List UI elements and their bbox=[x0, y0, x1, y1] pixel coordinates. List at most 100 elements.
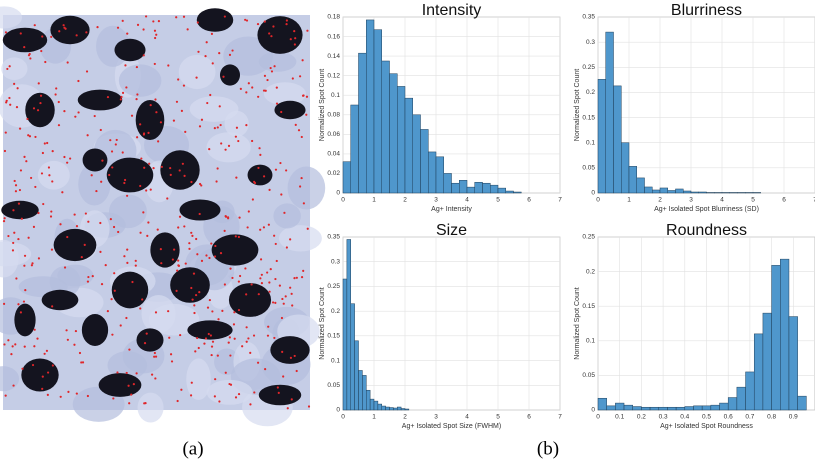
spot bbox=[42, 202, 45, 206]
spot bbox=[139, 307, 142, 310]
spot bbox=[211, 310, 214, 313]
spot bbox=[197, 346, 200, 350]
spot bbox=[298, 75, 302, 78]
spot bbox=[247, 82, 250, 85]
spot bbox=[214, 244, 217, 248]
bar bbox=[362, 375, 367, 411]
spot bbox=[20, 217, 23, 220]
spot bbox=[143, 402, 146, 405]
bar bbox=[373, 400, 379, 411]
spot bbox=[205, 41, 208, 44]
spot bbox=[231, 276, 234, 280]
spot bbox=[131, 280, 134, 284]
stain-blob bbox=[21, 358, 59, 392]
spot bbox=[115, 138, 118, 142]
y-tick-label: 0.08 bbox=[327, 111, 340, 118]
spot bbox=[156, 228, 159, 231]
spot bbox=[128, 348, 131, 351]
spot bbox=[215, 180, 218, 183]
spot bbox=[106, 310, 109, 313]
bar bbox=[381, 60, 390, 194]
spot bbox=[167, 310, 170, 313]
y-tick-label: 0.3 bbox=[331, 258, 340, 265]
spot bbox=[28, 135, 32, 138]
x-tick-label: 0.6 bbox=[724, 414, 733, 421]
spot bbox=[39, 94, 43, 97]
y-axis-label: Normalized Spot Count bbox=[574, 287, 581, 359]
bar bbox=[623, 404, 633, 411]
bar bbox=[632, 406, 642, 411]
spot bbox=[110, 150, 114, 153]
spot bbox=[17, 202, 21, 205]
spot bbox=[61, 191, 64, 194]
cell bbox=[78, 162, 111, 206]
cell bbox=[223, 36, 273, 76]
spot bbox=[126, 261, 129, 265]
spot bbox=[63, 155, 66, 159]
spot bbox=[273, 234, 276, 237]
bar bbox=[683, 190, 692, 194]
spot bbox=[135, 372, 138, 375]
spot bbox=[11, 345, 14, 348]
spot bbox=[253, 391, 256, 394]
stain-blob bbox=[170, 267, 210, 303]
spot bbox=[222, 75, 225, 78]
x-tick-label: 0.2 bbox=[637, 414, 646, 421]
spot bbox=[268, 188, 271, 191]
x-tick-label: 2 bbox=[403, 414, 407, 421]
spot bbox=[200, 118, 204, 121]
spot bbox=[93, 114, 96, 118]
y-tick-label: 0.05 bbox=[327, 382, 340, 389]
spot bbox=[198, 125, 202, 128]
x-tick-label: 4 bbox=[465, 197, 469, 204]
spot bbox=[23, 155, 26, 158]
spot bbox=[16, 87, 19, 90]
spot bbox=[195, 237, 198, 241]
spot bbox=[256, 22, 260, 26]
spot bbox=[198, 182, 202, 186]
bar bbox=[727, 397, 738, 411]
spot bbox=[30, 264, 33, 267]
bar bbox=[675, 406, 686, 411]
spot bbox=[73, 213, 76, 216]
spot bbox=[19, 169, 23, 172]
bar bbox=[366, 389, 371, 411]
stain-blob bbox=[98, 373, 142, 397]
spot bbox=[32, 107, 36, 110]
spot bbox=[145, 189, 148, 192]
spot bbox=[119, 98, 122, 101]
spot bbox=[99, 250, 102, 254]
spot bbox=[143, 342, 147, 345]
spot bbox=[86, 280, 90, 283]
spot bbox=[289, 38, 292, 41]
spot bbox=[301, 59, 304, 62]
spot bbox=[37, 211, 40, 215]
bar bbox=[771, 265, 781, 411]
cell bbox=[278, 225, 322, 252]
y-tick-label: 0.06 bbox=[327, 131, 340, 138]
spot bbox=[135, 65, 138, 69]
spot bbox=[275, 86, 278, 89]
spot bbox=[112, 225, 116, 229]
spot bbox=[182, 15, 186, 18]
spot bbox=[207, 332, 210, 336]
spot bbox=[216, 126, 219, 129]
stain-blob bbox=[150, 232, 180, 268]
bar bbox=[636, 177, 645, 194]
spot bbox=[224, 215, 227, 218]
spot bbox=[280, 110, 283, 114]
spot bbox=[66, 161, 69, 164]
bar bbox=[346, 239, 351, 411]
y-tick-label: 0.2 bbox=[586, 89, 595, 96]
spot bbox=[116, 371, 119, 374]
spot bbox=[307, 405, 311, 408]
spot bbox=[269, 66, 272, 70]
spot bbox=[36, 337, 39, 340]
spot bbox=[175, 100, 179, 103]
spot bbox=[293, 354, 296, 358]
cell bbox=[0, 241, 32, 267]
spot bbox=[228, 382, 231, 386]
spot bbox=[169, 166, 172, 170]
spot bbox=[218, 105, 221, 108]
spot bbox=[218, 400, 221, 403]
